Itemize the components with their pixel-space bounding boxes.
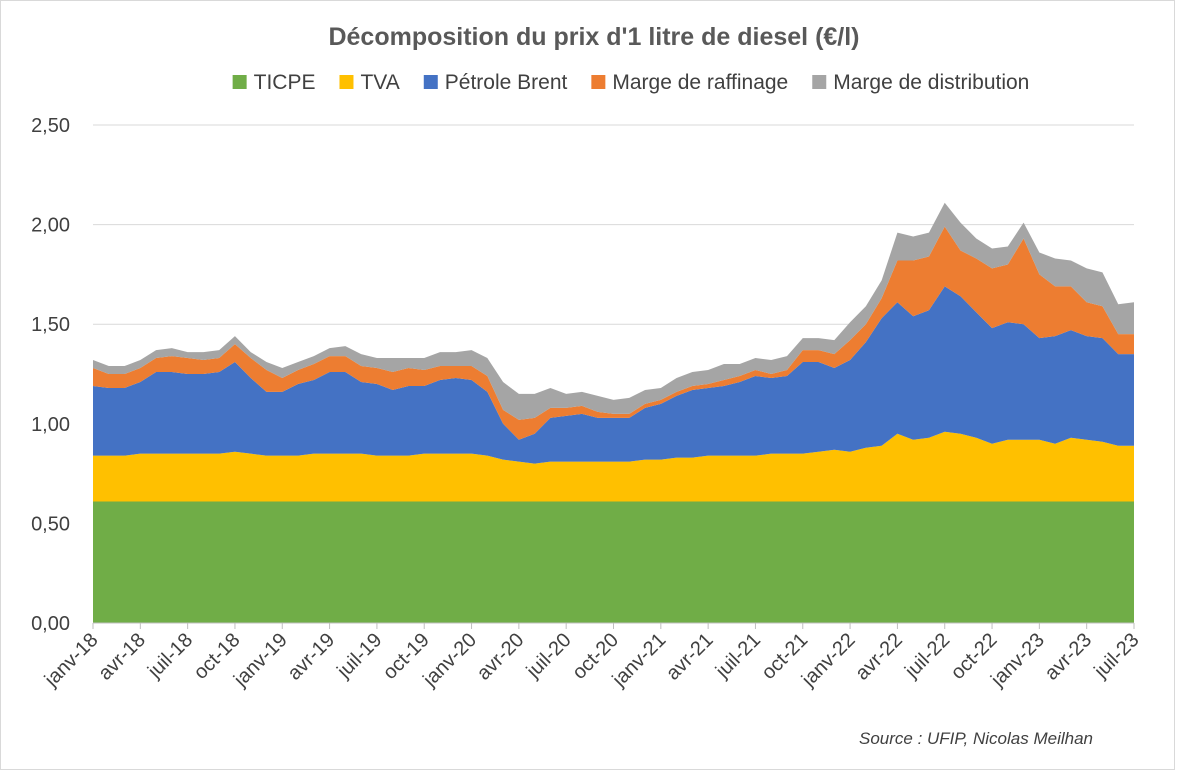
- legend-label: Marge de distribution: [833, 71, 1029, 94]
- y-axis: 0,00 0,50 1,00 1,50 2,00 2,50: [31, 115, 70, 635]
- x-tick-label: janv-18: [40, 629, 103, 692]
- x-tick-label: avr-21: [662, 629, 718, 685]
- legend-item: Pétrole Brent: [423, 71, 568, 94]
- x-tick-label: juil-21: [711, 629, 765, 683]
- area-series-petrole-brent: [93, 286, 1134, 464]
- chart-title: Décomposition du prix d'1 litre de diese…: [328, 23, 859, 51]
- x-tick-label: juil-23: [1090, 629, 1144, 683]
- area-series-tva: [93, 431, 1134, 502]
- x-tick-label: janv-23: [986, 629, 1049, 692]
- y-tick-label: 2,50: [31, 115, 70, 137]
- legend-item: Marge de raffinage: [591, 71, 788, 94]
- legend-item: TVA: [339, 71, 400, 94]
- x-tick-label: janv-19: [229, 629, 292, 692]
- legend-swatch: [232, 75, 247, 89]
- legend-item: Marge de distribution: [812, 71, 1029, 94]
- stacked-areas: [93, 202, 1134, 623]
- x-tick-label: avr-18: [94, 629, 150, 685]
- y-tick-label: 1,50: [31, 314, 70, 336]
- legend-swatch: [591, 75, 606, 89]
- x-tick-label: janv-20: [418, 629, 481, 692]
- legend-item: TICPE: [232, 71, 316, 94]
- x-tick-label: juil-20: [522, 629, 576, 683]
- legend-label: TVA: [360, 71, 399, 94]
- x-tick-label: juil-18: [143, 629, 197, 683]
- legend-label: TICPE: [254, 71, 316, 94]
- legend-label: Pétrole Brent: [445, 71, 568, 94]
- x-tick-label: janv-22: [797, 629, 860, 692]
- x-tick-label: avr-23: [1041, 629, 1097, 685]
- x-tick-label: juil-22: [900, 629, 954, 683]
- legend-label: Marge de raffinage: [612, 71, 788, 94]
- y-tick-label: 2,00: [31, 215, 70, 237]
- legend-swatch: [423, 75, 438, 89]
- source-note: Source : UFIP, Nicolas Meilhan: [859, 729, 1093, 748]
- x-tick-label: juil-19: [332, 629, 386, 683]
- y-tick-label: 0,00: [31, 613, 70, 635]
- x-tick-label: avr-20: [473, 629, 529, 685]
- y-tick-label: 1,00: [31, 414, 70, 436]
- chart-legend: TICPE TVA Pétrole Brent Marge de raffinage M…: [232, 71, 1029, 94]
- area-series-ticpe: [93, 501, 1134, 623]
- y-tick-label: 0,50: [31, 513, 70, 535]
- x-tick-label: avr-22: [851, 629, 907, 685]
- x-axis: janv-18avr-18juil-18oct-18janv-19avr-19j…: [40, 622, 1144, 692]
- x-tick-label: janv-21: [608, 629, 671, 692]
- legend-swatch: [812, 75, 827, 89]
- legend-swatch: [339, 75, 354, 89]
- x-tick-label: avr-19: [283, 629, 339, 685]
